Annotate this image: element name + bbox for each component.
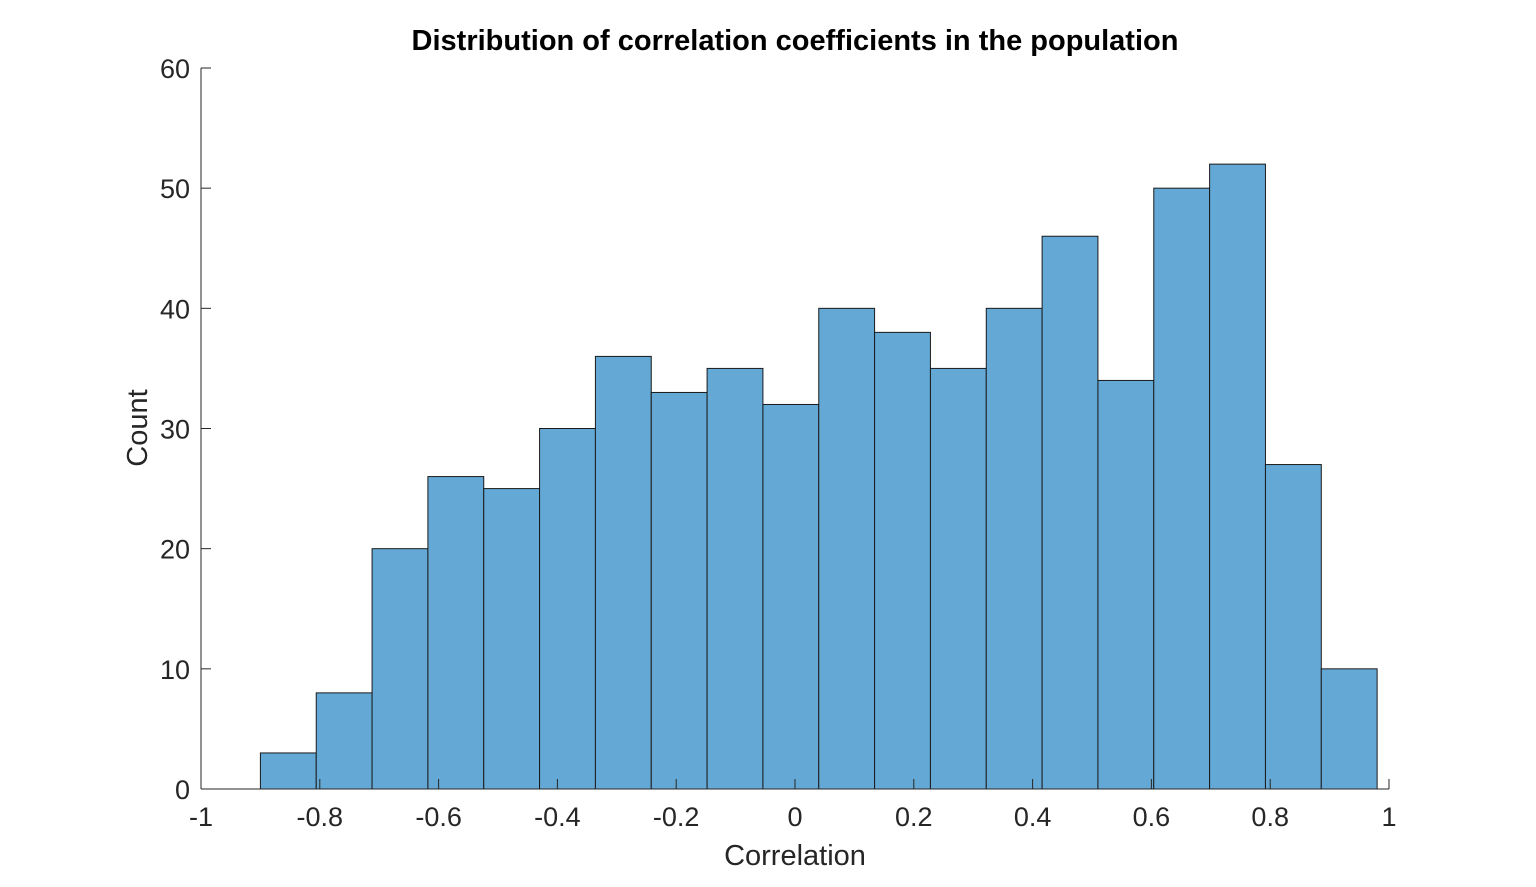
y-tick-label: 40 (160, 294, 190, 324)
y-tick-label: 60 (160, 54, 190, 84)
x-tick-label: -0.6 (415, 802, 462, 832)
bars-group (259, 163, 1378, 790)
x-tick-label: 0.8 (1251, 802, 1289, 832)
histogram-bar-7 (594, 355, 652, 790)
histogram-bar-20 (1320, 668, 1378, 790)
x-tick-label: 0.4 (1014, 802, 1052, 832)
x-tick-label: 0 (787, 802, 802, 832)
y-tick-label: 30 (160, 415, 190, 445)
histogram-bar-11 (818, 307, 876, 790)
histogram-bar-6 (539, 428, 596, 790)
histogram-bar-1 (259, 752, 317, 790)
histogram-bar-15 (1041, 235, 1099, 790)
histogram-bar-16 (1097, 379, 1155, 790)
x-axis-label: Correlation (724, 840, 866, 872)
histogram-bar-2 (315, 692, 373, 790)
y-tick-label: 0 (175, 775, 190, 805)
x-tick-label: -0.8 (297, 802, 344, 832)
histogram-bar-18 (1209, 163, 1266, 790)
histogram-bar-17 (1153, 187, 1211, 790)
x-tick-label: 0.6 (1133, 802, 1171, 832)
chart-title: Distribution of correlation coefficients… (412, 25, 1179, 57)
x-tick-label: 0.2 (895, 802, 933, 832)
x-tick-label: -0.2 (653, 802, 700, 832)
x-tick-label: 1 (1381, 802, 1396, 832)
x-tick-label: -1 (189, 802, 213, 832)
y-axis-label: Count (122, 389, 154, 466)
y-tick-label: 20 (160, 535, 190, 565)
histogram-bar-8 (650, 391, 708, 790)
histogram-bar-14 (985, 307, 1043, 790)
histogram-bar-9 (706, 367, 764, 790)
ticks-group: -1 -0.8 -0.6 -0.4 -0.2 0 0.2 0.4 0.6 0.8 101020304… (160, 54, 1397, 832)
histogram-bar-13 (929, 367, 987, 790)
x-tick-label: -0.4 (534, 802, 581, 832)
histogram-bar-4 (427, 476, 485, 790)
histogram-bar-19 (1264, 464, 1322, 790)
y-tick-label: 10 (160, 655, 190, 685)
y-tick-label: 50 (160, 174, 190, 204)
histogram-bar-12 (874, 331, 931, 790)
histogram-bar-5 (483, 488, 541, 790)
histogram-bar-10 (762, 403, 820, 790)
histogram-bar-3 (371, 548, 429, 790)
